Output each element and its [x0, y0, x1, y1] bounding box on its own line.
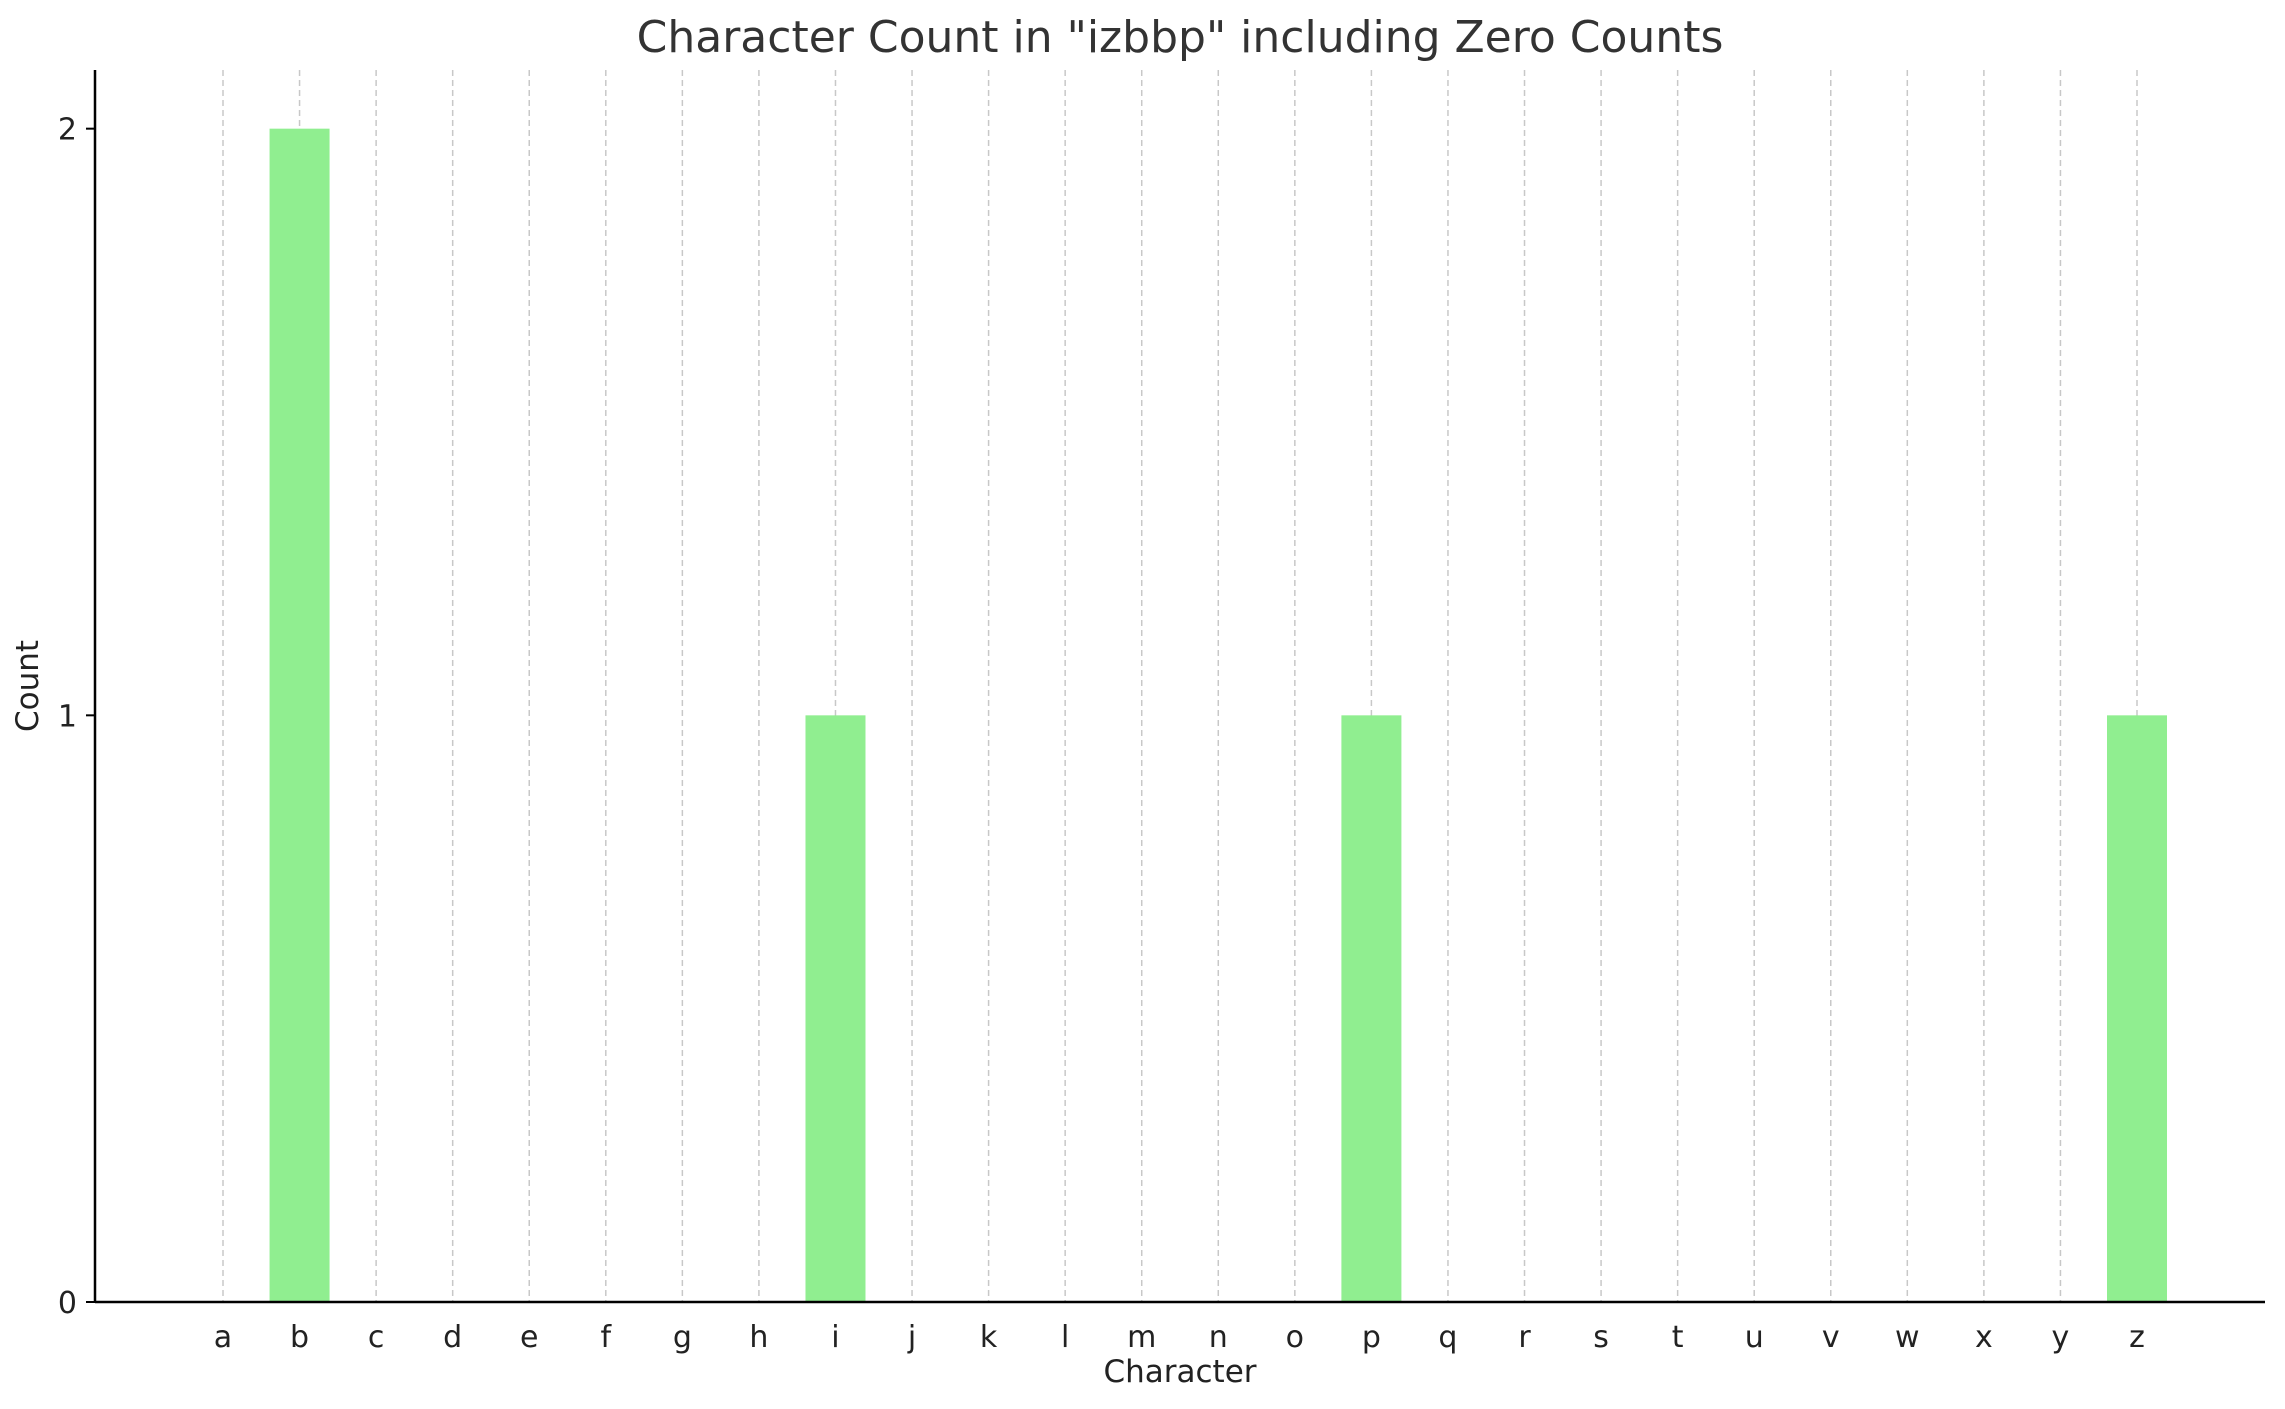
x-tick-label-e: e	[520, 1320, 538, 1355]
y-tick-label-2: 2	[58, 113, 77, 148]
bar-p	[1341, 715, 1402, 1302]
axes	[93, 70, 2265, 1304]
x-tick-label-b: b	[290, 1320, 309, 1355]
x-tick-label-h: h	[749, 1320, 768, 1355]
x-tick-label-s: s	[1593, 1320, 1609, 1355]
x-tick-label-u: u	[1745, 1320, 1764, 1355]
x-tick-label-y: y	[2052, 1320, 2070, 1355]
x-tick-label-t: t	[1672, 1320, 1684, 1355]
x-tick-label-g: g	[673, 1320, 692, 1355]
x-tick-label-p: p	[1362, 1320, 1381, 1355]
x-tick-label-k: k	[980, 1320, 998, 1355]
bar-i	[805, 715, 866, 1302]
x-tick-label-j: j	[907, 1320, 916, 1355]
x-tick-label-r: r	[1518, 1320, 1531, 1355]
x-tick-label-l: l	[1061, 1320, 1069, 1355]
x-tick-label-c: c	[368, 1320, 385, 1355]
bar-b	[269, 128, 330, 1303]
x-tick-label-i: i	[831, 1320, 839, 1355]
x-tick-label-n: n	[1209, 1320, 1228, 1355]
y-axis-label: Count	[10, 640, 46, 732]
x-tick-label-d: d	[443, 1320, 462, 1355]
y-tick-label-0: 0	[58, 1286, 77, 1321]
bar-z	[2107, 715, 2167, 1302]
chart-title: Character Count in "izbbp" including Zer…	[637, 12, 1724, 63]
x-tick-labels: a b c d e f g h i j k l m n o p q r s t u v w x y z	[214, 1320, 2145, 1355]
x-tick-label-w: w	[1895, 1320, 1920, 1355]
y-tick-label-1: 1	[58, 699, 77, 734]
x-tick-label-o: o	[1286, 1320, 1304, 1355]
x-tick-label-q: q	[1438, 1320, 1457, 1355]
x-tick-label-v: v	[1822, 1320, 1840, 1355]
bars	[269, 128, 2167, 1303]
x-tick-label-x: x	[1975, 1320, 1993, 1355]
x-axis-label: Character	[1103, 1354, 1256, 1390]
x-tick-label-z: z	[2129, 1320, 2145, 1355]
y-tick-labels: 0 1 2	[58, 113, 95, 1321]
x-tick-label-a: a	[214, 1320, 232, 1355]
grid-lines	[222, 70, 2138, 1302]
x-tick-label-f: f	[601, 1320, 613, 1355]
x-tick-label-m: m	[1127, 1320, 1156, 1355]
